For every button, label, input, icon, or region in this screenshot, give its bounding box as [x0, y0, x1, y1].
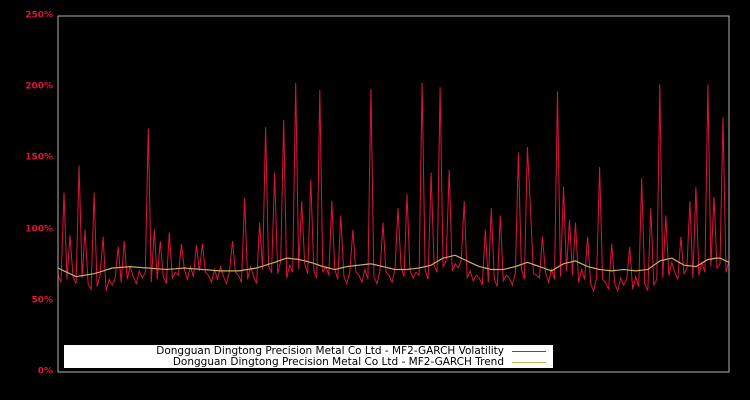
- legend-line-sample-volatility: [512, 350, 546, 352]
- legend-entry-volatility: Dongguan Dingtong Precision Metal Co Ltd…: [64, 344, 553, 357]
- legend-label-trend: Dongguan Dingtong Precision Metal Co Ltd…: [172, 355, 504, 368]
- legend-label-volatility: Dongguan Dingtong Precision Metal Co Ltd…: [156, 344, 504, 357]
- legend-line-sample-trend: [512, 361, 546, 363]
- legend: Dongguan Dingtong Precision Metal Co Ltd…: [64, 345, 553, 368]
- y-tick-label-150: 150%: [25, 152, 53, 163]
- axes-frame: [57, 15, 730, 373]
- y-tick-label-250: 250%: [25, 10, 53, 21]
- y-tick-label-0: 0%: [37, 366, 53, 377]
- trend-series-line: [57, 254, 730, 278]
- legend-entry-trend: Dongguan Dingtong Precision Metal Co Ltd…: [64, 355, 553, 368]
- y-tick-label-200: 200%: [25, 81, 53, 92]
- volatility-series-line: [57, 82, 730, 293]
- y-tick-label-100: 100%: [25, 224, 53, 235]
- y-tick-label-50: 50%: [31, 295, 53, 306]
